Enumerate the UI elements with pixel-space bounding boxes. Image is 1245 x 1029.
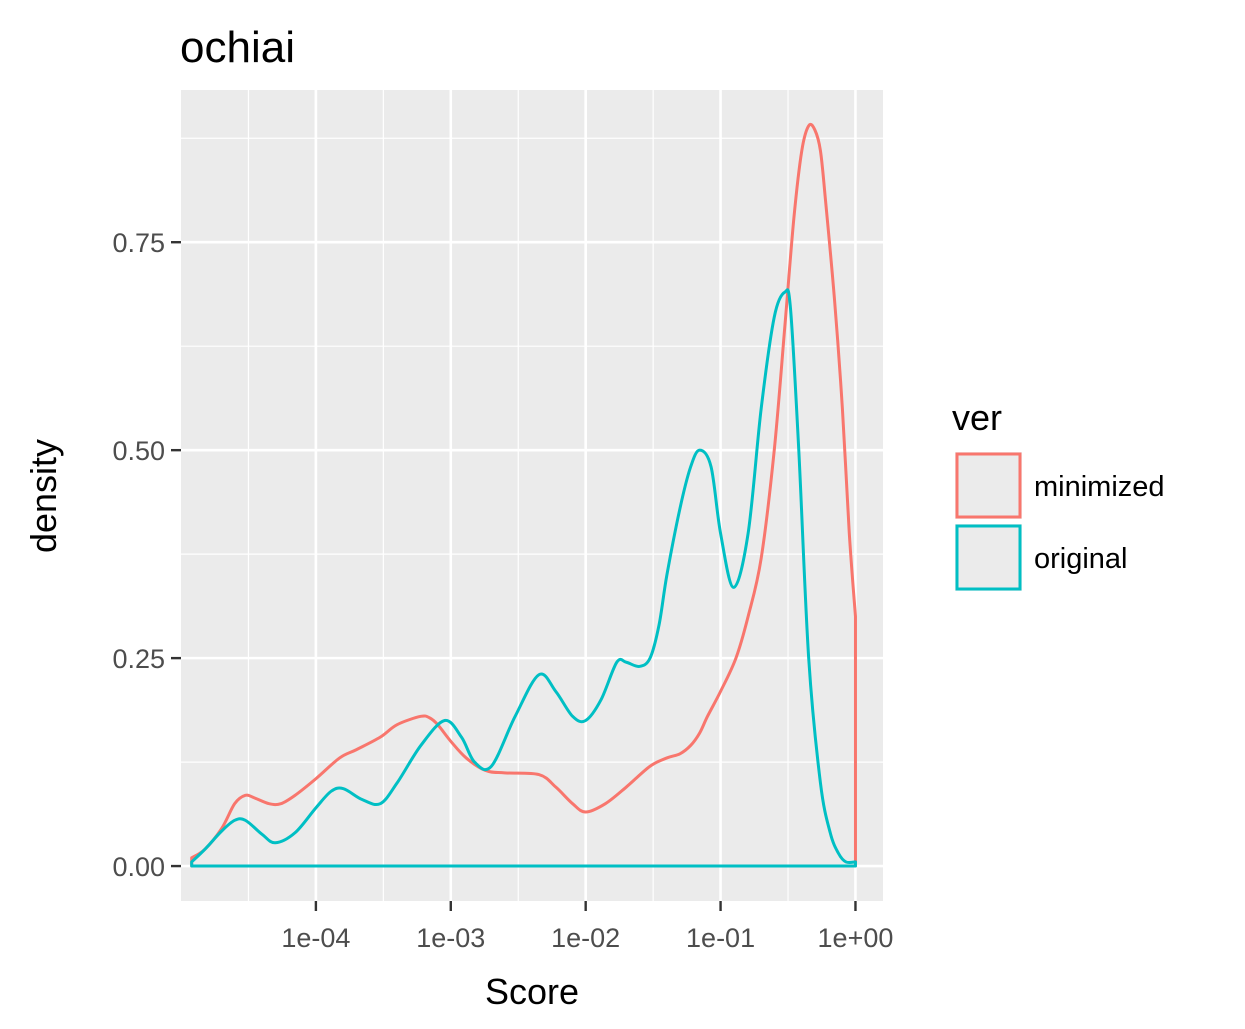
x-tick-label: 1e-03: [416, 923, 485, 953]
y-tick-label: 0.00: [112, 852, 165, 882]
y-tick-label: 0.25: [112, 644, 165, 674]
x-axis: 1e-04 1e-03 1e-02 1e-01 1e+00: [281, 901, 893, 953]
legend-items: minimized original: [955, 452, 1165, 591]
x-tick-label: 1e+00: [818, 923, 894, 953]
legend-key-original: [955, 524, 1022, 591]
y-tick-label: 0.75: [112, 228, 165, 258]
minor-gridlines: [181, 90, 883, 901]
chart-title: ochiai: [180, 23, 295, 72]
legend-label-original: original: [1034, 543, 1128, 575]
y-axis-title: density: [23, 439, 64, 553]
x-tick-label: 1e-01: [686, 923, 755, 953]
density-curves: [190, 122, 857, 868]
legend-title: ver: [952, 397, 1002, 438]
x-tick-label: 1e-02: [551, 923, 620, 953]
y-axis: 0.00 0.25 0.50 0.75: [112, 228, 181, 882]
x-tick-label: 1e-04: [281, 923, 350, 953]
series-original-line: [190, 288, 857, 868]
legend-key-minimized: [955, 452, 1022, 519]
x-axis-title: Score: [485, 971, 579, 1012]
legend-label-minimized: minimized: [1034, 471, 1165, 503]
series-minimized-line: [190, 122, 857, 868]
legend: ver minimized original: [952, 397, 1165, 591]
plot-panel: [181, 90, 883, 901]
y-tick-label: 0.50: [112, 436, 165, 466]
